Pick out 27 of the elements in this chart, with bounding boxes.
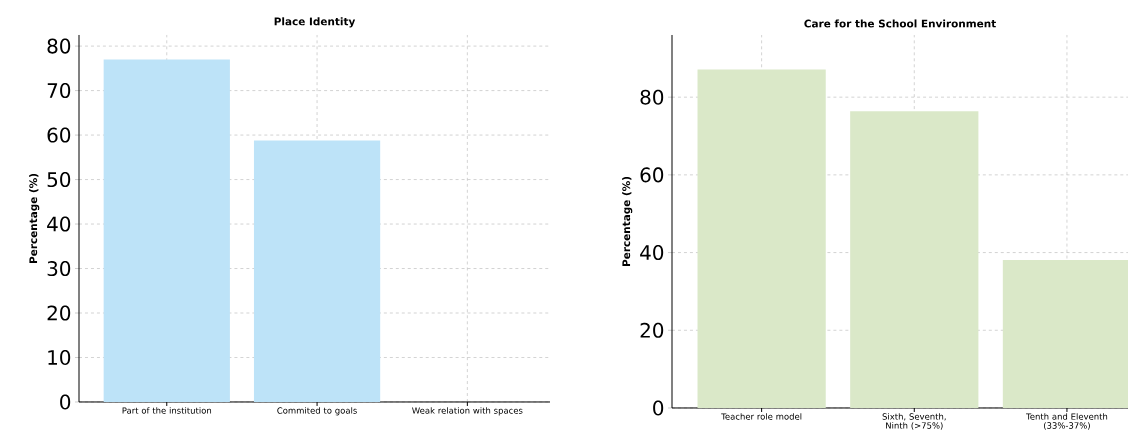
y-tick-label: 60 [47,127,71,143]
chart-title: Care for the School Environment [804,19,996,28]
y-tick-label: 80 [640,89,664,105]
y-tick-label: 40 [47,216,71,232]
x-tick-label: Part of the institution [122,407,212,414]
x-tick-label: Commited to goals [277,407,357,416]
y-tick-label: 50 [47,172,71,188]
y-tick-label: 20 [47,305,71,321]
y-tick-label: 0 [60,394,71,410]
y-tick-label: 40 [640,245,664,261]
chart-title: Place Identity [274,17,356,28]
x-tick-label: Teacher role model [721,413,802,420]
y-tick-label: 20 [640,322,664,338]
y-tick-label: 70 [47,83,71,99]
bar [850,111,979,408]
y-tick-label: 60 [640,167,664,183]
x-tick-label: Tenth and Eleventh (33%-37%) [1026,413,1108,430]
x-tick-label: Sixth, Seventh, Ninth (>75%) [882,413,946,430]
bar [697,69,826,408]
x-tick-label: Weak relation with spaces [412,407,523,416]
y-tick-label: 80 [47,38,71,54]
y-tick-label: 10 [48,349,71,366]
y-tick-label: 30 [47,261,71,277]
bar [1002,259,1129,408]
y-axis-title: Percentage (%) [29,173,40,264]
y-tick-label: 0 [653,400,664,416]
y-axis-title: Percentage (%) [622,176,633,267]
